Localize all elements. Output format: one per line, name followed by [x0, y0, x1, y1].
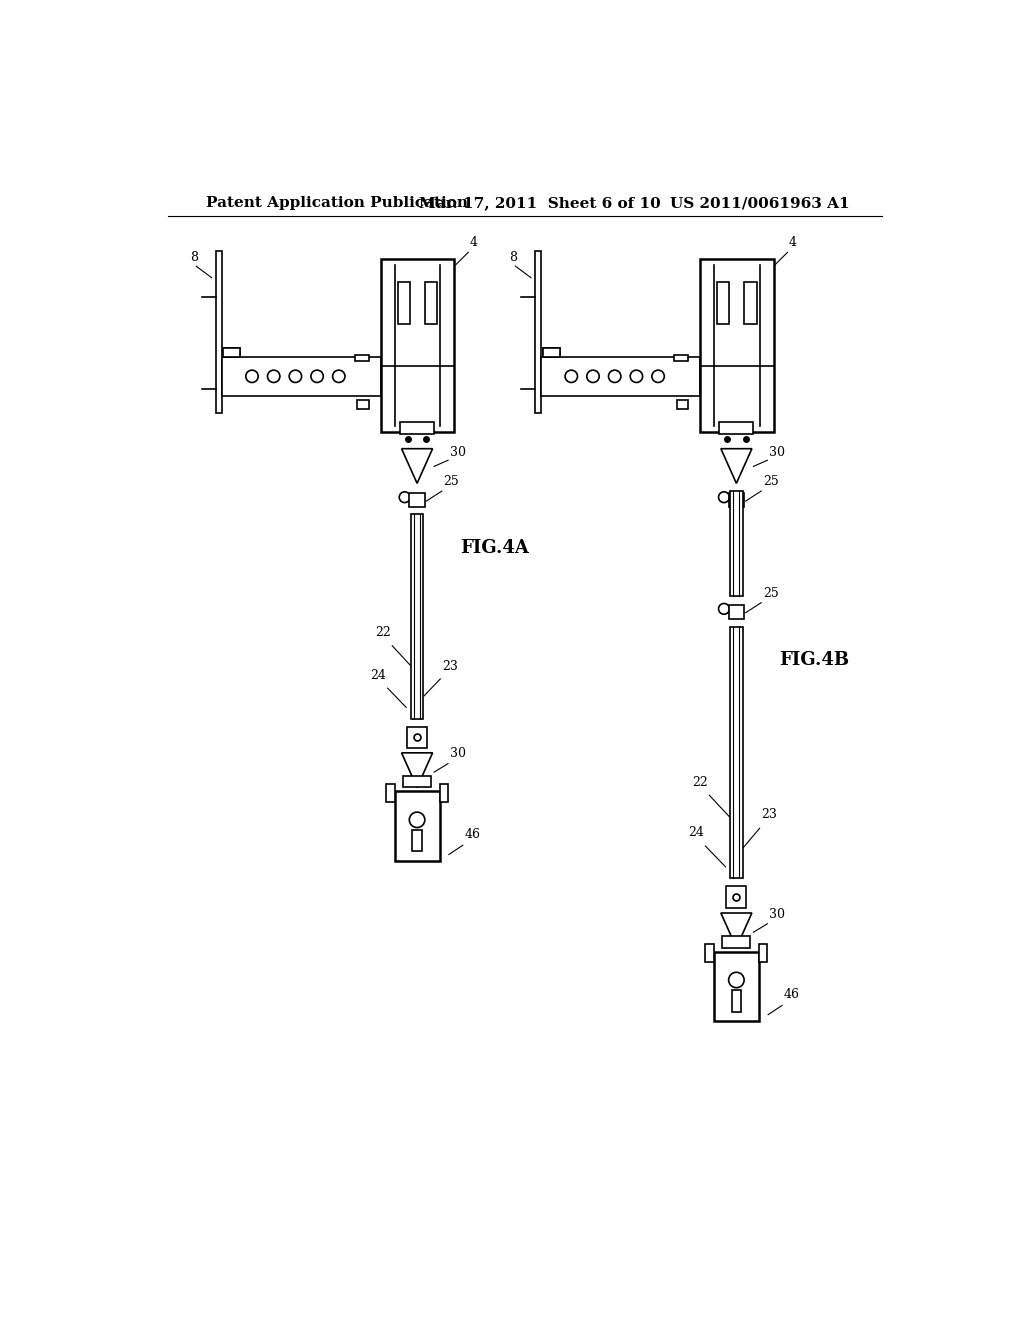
Bar [381, 259, 455, 432]
Polygon shape [721, 913, 752, 948]
Text: 30: 30 [769, 446, 785, 458]
Bar [730, 627, 742, 878]
Bar [541, 358, 700, 396]
Bar [726, 886, 746, 908]
Text: 22: 22 [692, 776, 708, 789]
Bar [411, 515, 423, 719]
Text: 8: 8 [509, 251, 517, 264]
Bar [222, 358, 381, 396]
Polygon shape [401, 449, 432, 483]
Text: 23: 23 [442, 660, 458, 673]
Text: FIG.4A: FIG.4A [460, 539, 528, 557]
Polygon shape [721, 449, 752, 483]
Bar [722, 936, 751, 948]
Text: Patent Application Publication: Patent Application Publication [206, 197, 468, 210]
Text: 4: 4 [470, 236, 478, 249]
Bar [730, 491, 742, 595]
Bar [357, 400, 369, 409]
Text: Mar. 17, 2011  Sheet 6 of 10: Mar. 17, 2011 Sheet 6 of 10 [419, 197, 660, 210]
Text: FIG.4B: FIG.4B [779, 651, 849, 669]
Bar [729, 605, 744, 619]
Bar [744, 281, 757, 323]
Bar [439, 784, 449, 803]
Text: 25: 25 [443, 475, 459, 488]
Bar [216, 251, 222, 412]
Bar [706, 944, 714, 962]
Bar [543, 348, 560, 358]
Bar [719, 422, 754, 434]
Polygon shape [401, 752, 432, 788]
Text: 46: 46 [783, 987, 800, 1001]
Bar [714, 952, 759, 1020]
Bar [413, 830, 422, 851]
Bar [535, 251, 541, 412]
Bar [543, 348, 560, 358]
Text: 25: 25 [763, 586, 778, 599]
Bar [729, 494, 744, 507]
Text: 8: 8 [189, 251, 198, 264]
Text: 4: 4 [790, 236, 797, 249]
Bar [675, 355, 688, 360]
Text: 24: 24 [371, 669, 386, 682]
Bar [394, 792, 439, 861]
Text: US 2011/0061963 A1: US 2011/0061963 A1 [671, 197, 850, 210]
Bar [410, 494, 425, 507]
Text: 30: 30 [450, 446, 466, 458]
Bar [425, 281, 437, 323]
Text: 25: 25 [763, 475, 778, 488]
Bar [407, 726, 427, 748]
Bar [355, 355, 369, 360]
Bar [717, 281, 729, 323]
Bar [397, 281, 410, 323]
Text: 46: 46 [464, 828, 480, 841]
Text: 23: 23 [761, 808, 777, 821]
Text: 24: 24 [688, 826, 705, 840]
Text: 22: 22 [375, 626, 391, 639]
Bar [677, 400, 688, 409]
Bar [403, 776, 431, 788]
Bar [386, 784, 394, 803]
Bar [732, 990, 741, 1011]
Bar [223, 348, 241, 358]
Bar [400, 422, 434, 434]
Bar [759, 944, 767, 962]
Text: 30: 30 [450, 747, 466, 760]
Bar [223, 348, 241, 358]
Text: 30: 30 [769, 908, 785, 920]
Bar [700, 259, 773, 432]
